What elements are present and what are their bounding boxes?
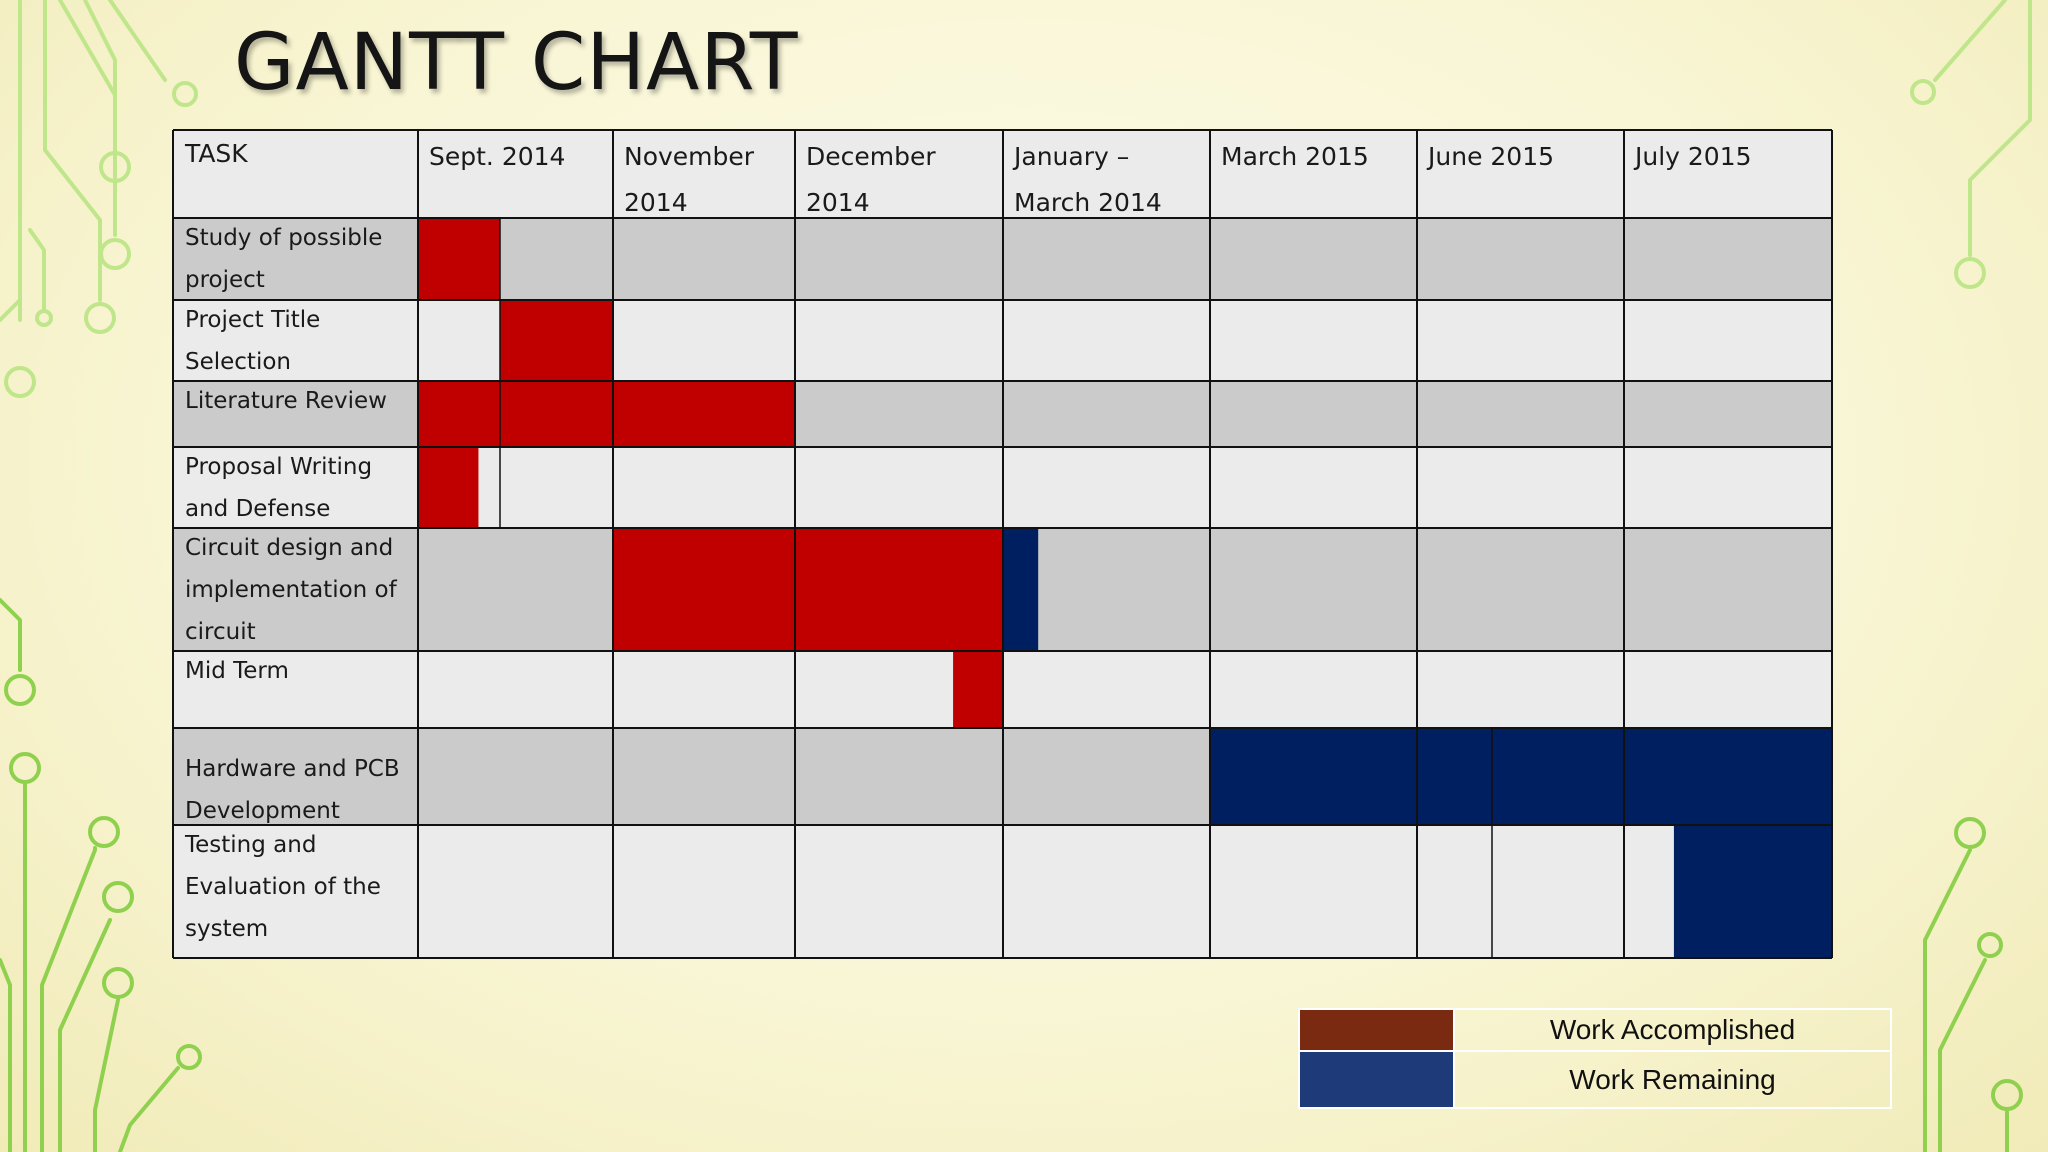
column-header-label: 2014: [624, 188, 688, 217]
task-label: Study of possible: [185, 225, 382, 251]
column-header-label: January –: [1012, 142, 1129, 171]
legend-swatch-remaining: [1300, 1052, 1455, 1107]
task-label: Literature Review: [185, 388, 387, 414]
bar-remaining: [1210, 728, 1832, 825]
header-task-label: TASK: [184, 139, 248, 168]
column-header-label: July 2015: [1633, 142, 1752, 171]
column-header-label: March 2014: [1014, 188, 1162, 217]
bar-accomplished: [499, 300, 613, 381]
task-label: Mid Term: [185, 658, 289, 684]
bar-accomplished: [953, 651, 1003, 728]
column-header-label: Sept. 2014: [429, 142, 565, 171]
legend: Work Accomplished Work Remaining: [1298, 1008, 1892, 1109]
bar-accomplished: [418, 447, 479, 528]
task-label: circuit: [185, 619, 256, 645]
task-label: system: [185, 916, 268, 942]
task-label: Selection: [185, 349, 291, 375]
page-title: GANTT CHART: [234, 18, 799, 108]
column-header-label: June 2015: [1426, 142, 1554, 171]
task-label: Proposal Writing: [185, 454, 372, 480]
bar-remaining: [1003, 528, 1039, 651]
column-header-label: 2014: [806, 188, 870, 217]
column-header-label: November: [624, 142, 755, 171]
legend-swatch-accomplished: [1300, 1010, 1455, 1052]
task-label: and Defense: [185, 496, 330, 522]
task-label: Testing and: [184, 832, 316, 858]
bar-remaining: [1673, 825, 1832, 958]
task-label: Circuit design and: [185, 535, 393, 561]
task-label: Project Title: [185, 307, 320, 333]
column-header-label: March 2015: [1221, 142, 1369, 171]
task-label: implementation of: [185, 577, 398, 603]
column-header-label: December: [806, 142, 936, 171]
task-label: Evaluation of the: [185, 874, 381, 900]
bar-accomplished: [418, 218, 500, 300]
bar-accomplished: [613, 528, 1003, 651]
bar-accomplished: [418, 381, 795, 447]
task-label: Development: [185, 798, 340, 824]
legend-label-accomplished: Work Accomplished: [1455, 1010, 1890, 1052]
legend-label-remaining: Work Remaining: [1569, 1063, 1776, 1095]
task-label: project: [185, 267, 265, 293]
task-label: Hardware and PCB: [185, 756, 400, 782]
